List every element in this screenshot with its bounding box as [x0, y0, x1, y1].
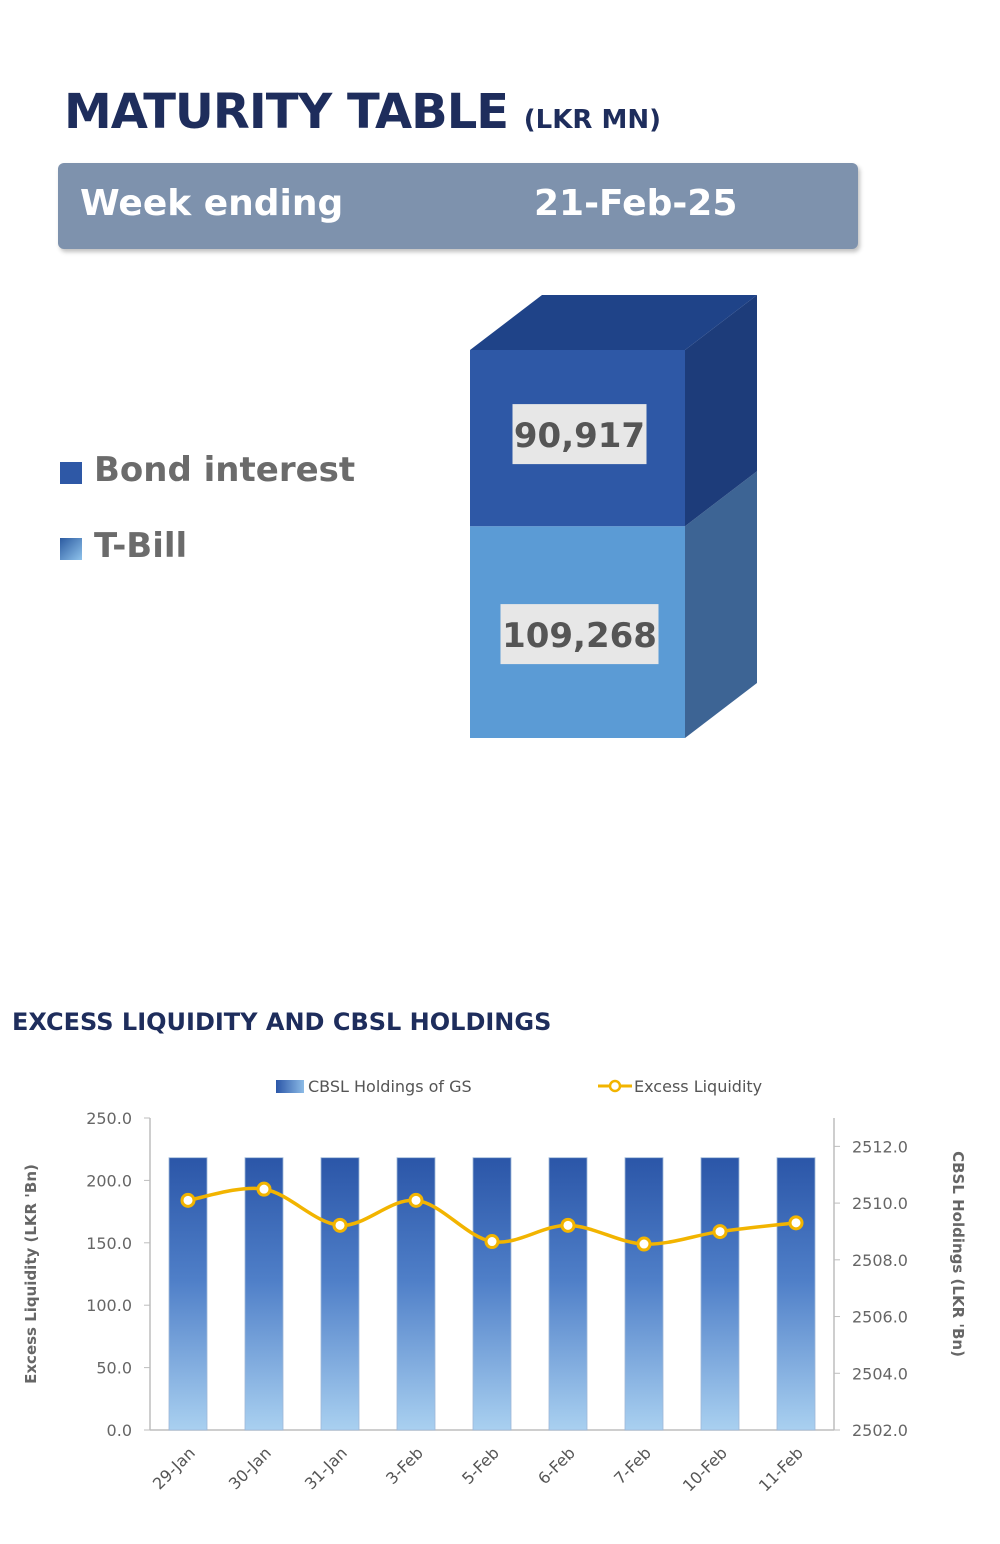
x-tick-label: 7-Feb: [610, 1443, 655, 1488]
week-ending-label: Week ending: [80, 183, 344, 224]
legend-marker-excess-liquidity: [608, 1079, 622, 1093]
cbsl-holdings-bars: [168, 1157, 816, 1431]
bond-interest-data-label-box: [512, 404, 647, 465]
y-left-tick-label: 0.0: [107, 1421, 132, 1440]
x-tick-label: 6-Feb: [534, 1443, 579, 1488]
tbill-side-face: [685, 471, 757, 738]
y-axis-right-title: CBSL Holdings (LKR 'Bn): [949, 1151, 967, 1357]
y-right-tick-label: 2506.0: [852, 1308, 908, 1327]
legend-label-t-bill: T-Bill: [94, 526, 188, 566]
excess-liquidity-chart: 0.0 50.0 100.0 150.0 200.0 250.0 2502.0 2504.0 2…: [22, 1077, 967, 1495]
excess-liquidity-point: [256, 1181, 272, 1197]
excess-liquidity-line: [180, 1181, 804, 1252]
cbsl-holdings-bar: [320, 1157, 360, 1431]
y-left-tick-label: 150.0: [86, 1234, 132, 1253]
maturity-title-text: MATURITY TABLE: [64, 84, 509, 140]
bond-interest-top-face: [470, 295, 757, 350]
y-right-tick-label: 2512.0: [852, 1137, 908, 1156]
cbsl-holdings-bar: [244, 1157, 284, 1431]
cbsl-holdings-bar: [472, 1157, 512, 1431]
legend-label-excess-liquidity: Excess Liquidity: [634, 1077, 762, 1096]
y-right-tick-label: 2504.0: [852, 1364, 908, 1383]
legend-swatch-bond-interest: [60, 462, 82, 484]
excess-liquidity-point: [408, 1192, 424, 1208]
x-tick-label: 5-Feb: [458, 1443, 503, 1488]
x-tick-label: 3-Feb: [382, 1443, 427, 1488]
maturity-unit-text: (LKR MN): [523, 105, 661, 135]
y-axis-left-title: Excess Liquidity (LKR 'Bn): [22, 1164, 40, 1384]
x-tick-label: 10-Feb: [679, 1443, 731, 1495]
excess-liquidity-point: [788, 1215, 804, 1231]
y-left-tick-label: 250.0: [86, 1109, 132, 1128]
y-right-tick-label: 2502.0: [852, 1421, 908, 1440]
legend-label-bond-interest: Bond interest: [94, 450, 356, 490]
x-tick-label: 31-Jan: [301, 1443, 351, 1493]
y-left-tick-label: 100.0: [86, 1296, 132, 1315]
excess-liquidity-point: [560, 1217, 576, 1233]
cbsl-holdings-bar: [700, 1157, 740, 1431]
x-tick-label: 29-Jan: [149, 1443, 199, 1493]
tbill-data-label-box: [500, 604, 659, 665]
y-right-tick-label: 2508.0: [852, 1251, 908, 1270]
excess-liquidity-point: [332, 1217, 348, 1233]
y-left-tick-label: 200.0: [86, 1171, 132, 1190]
y-right-tick-label: 2510.0: [852, 1194, 908, 1213]
excess-liquidity-title: EXCESS LIQUIDITY AND CBSL HOLDINGS: [12, 1008, 552, 1036]
excess-liquidity-point: [484, 1234, 500, 1250]
week-ending-value: 21-Feb-25: [534, 183, 738, 224]
excess-liquidity-point: [712, 1224, 728, 1240]
excess-liquidity-point: [180, 1192, 196, 1208]
bond-interest-data-label: 90,917: [514, 416, 645, 456]
maturity-table-title: MATURITY TABLE (LKR MN): [64, 84, 661, 140]
legend-label-cbsl-holdings: CBSL Holdings of GS: [308, 1077, 472, 1096]
bond-interest-side-face: [685, 295, 757, 527]
cbsl-holdings-bar: [776, 1157, 816, 1431]
maturity-chart-marks: 90,917 109,268: [470, 295, 757, 738]
x-tick-label: 11-Feb: [755, 1443, 807, 1495]
chart-legend: CBSL Holdings of GS Excess Liquidity: [276, 1077, 762, 1096]
excess-liquidity-point: [636, 1236, 652, 1252]
x-tick-label: 30-Jan: [225, 1443, 275, 1493]
maturity-stacked-chart: 90,917 109,268: [470, 295, 757, 738]
cbsl-holdings-bar: [624, 1157, 664, 1431]
cbsl-holdings-bar: [548, 1157, 588, 1431]
week-ending-bar: Week ending 21-Feb-25: [58, 163, 858, 249]
y-left-tick-label: 50.0: [96, 1359, 132, 1378]
legend-swatch-t-bill: [60, 538, 82, 560]
legend-swatch-cbsl-holdings: [276, 1080, 304, 1093]
tbill-data-label: 109,268: [502, 616, 657, 656]
